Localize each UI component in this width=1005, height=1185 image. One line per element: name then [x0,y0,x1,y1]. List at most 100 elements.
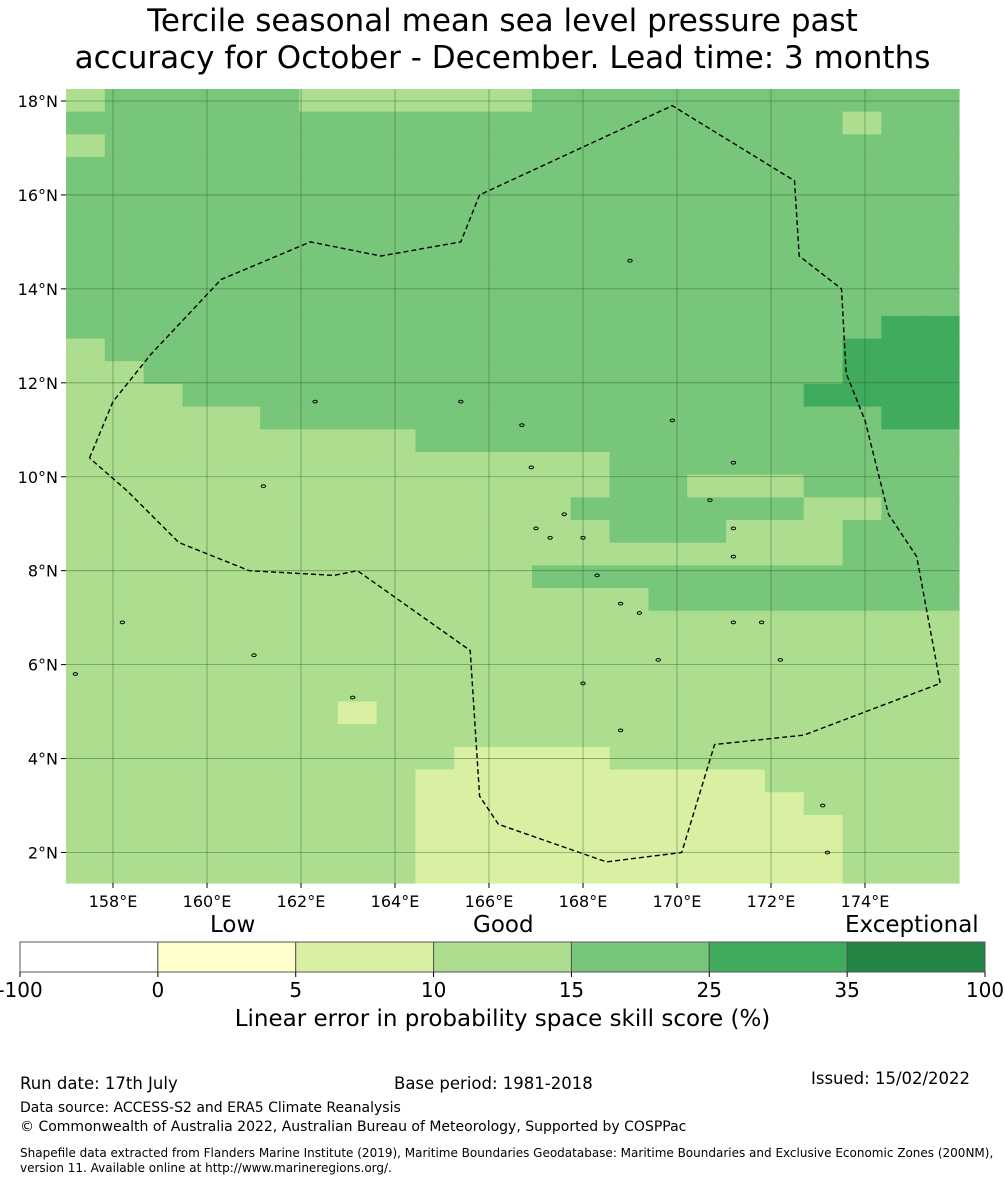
skill-cell [920,338,960,362]
skill-cell [609,565,649,589]
skill-cell [376,497,417,521]
skill-cell [66,633,106,657]
skill-cell [415,474,455,498]
skill-cell [881,361,921,385]
skill-cell [182,406,222,430]
skill-cell [415,247,455,272]
skill-cell [842,338,882,362]
skill-cell [66,792,106,816]
skill-cell [648,157,688,181]
skill-cell [182,565,222,589]
skill-cell [182,383,222,408]
skill-cell [687,565,727,589]
skill-cell [66,769,106,793]
skill-cell [493,837,533,861]
skill-cell [803,814,844,839]
skill-cell [260,247,300,272]
skill-cell [842,769,882,793]
skill-cell [570,111,611,135]
skill-cell [376,111,417,135]
skill-cell [454,724,494,748]
skill-cell [648,293,688,317]
skill-cell [570,656,611,680]
skill-cell [66,406,106,430]
skill-cell [687,724,727,748]
skill-cell [726,111,766,135]
skill-cell [143,565,184,589]
skill-cell [493,588,533,612]
skill-cell [143,588,184,612]
skill-cell [687,247,727,272]
skill-cell [648,542,688,566]
skill-cell [260,656,300,680]
skill-cell [143,701,184,725]
skill-cell [260,293,300,317]
skill-cell [182,497,222,521]
colorbar-tick-label: 0 [151,978,164,1000]
skill-cell [143,361,184,385]
skill-cell [687,111,727,135]
skill-cell [570,520,611,544]
skill-cell [531,157,572,181]
island-outline [777,658,784,662]
skill-cell [531,542,572,566]
skill-cell [104,361,145,385]
skill-cell [609,429,649,453]
skill-cell [298,225,339,249]
skill-cell [609,814,649,839]
skill-cell [415,406,455,430]
skill-cell [531,769,572,793]
island-outline [528,465,534,470]
skill-cell [609,588,649,612]
island-outline [260,484,267,489]
skill-cell [104,542,145,566]
skill-cell [298,202,339,226]
skill-cell [221,270,261,294]
skill-cell [920,588,960,612]
skill-cell [570,247,611,272]
skill-cell [648,633,688,657]
skill-cell [842,383,882,408]
skill-cell [764,247,805,272]
skill-cell [726,724,766,748]
skill-cell [531,724,572,748]
skill-cell [298,678,339,703]
skill-cell [609,769,649,793]
skill-cell [104,701,145,725]
skill-cell [570,588,611,612]
skill-cell [493,451,533,476]
skill-cell [842,542,882,566]
skill-cell [842,837,882,861]
skill-cell [454,451,494,476]
skill-grid-cells [66,89,960,884]
skill-cell [66,814,106,839]
skill-cell [337,361,378,385]
skill-cell [764,474,805,498]
data-source: Data source: ACCESS-S2 and ERA5 Climate … [20,1100,401,1116]
skill-cell [648,179,688,204]
skill-cell [260,406,300,430]
skill-cell [570,792,611,816]
skill-cell [803,451,844,476]
skill-cell [415,701,455,725]
skill-cell [454,497,494,521]
skill-cell [143,497,184,521]
lat-tick-label: 2°N [28,844,58,863]
skill-cell [104,633,145,657]
skill-cell [881,565,921,589]
skill-cell [609,656,649,680]
skill-cell [842,406,882,430]
skill-cell [920,565,960,589]
skill-cell [881,157,921,181]
skill-cell [764,678,805,703]
skill-cell [842,361,882,385]
skill-cell [454,860,494,884]
skill-cell [454,565,494,589]
skill-cell [143,860,184,884]
skill-cell [881,315,921,340]
skill-cell [104,814,145,839]
colorbar-tick-label: 10 [421,978,446,1000]
skill-cell [570,837,611,861]
skill-cell [298,179,339,204]
skill-cell [842,134,882,158]
